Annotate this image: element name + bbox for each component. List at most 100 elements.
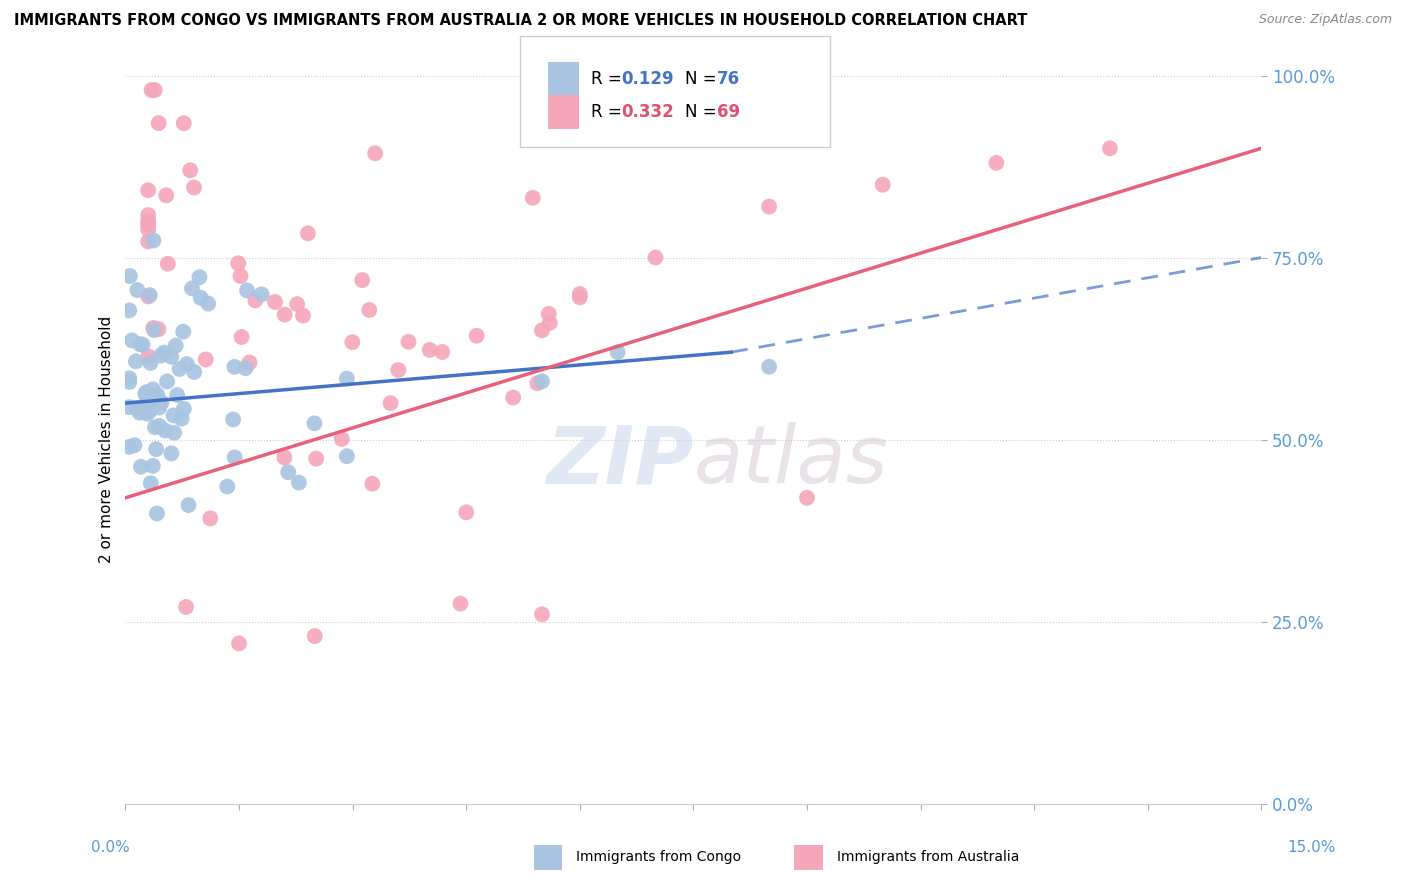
Point — [153, 424, 176, 438]
Point — [342, 335, 364, 350]
Point — [183, 180, 205, 194]
Point — [156, 375, 179, 389]
Point — [250, 287, 273, 301]
Point — [135, 385, 157, 400]
Point — [190, 291, 212, 305]
Point — [217, 479, 239, 493]
Point — [526, 376, 548, 391]
Text: Immigrants from Congo: Immigrants from Congo — [576, 850, 741, 864]
Point — [568, 287, 591, 301]
Point — [142, 458, 165, 473]
Point — [361, 476, 384, 491]
Point — [135, 401, 157, 416]
Point — [465, 328, 488, 343]
Point — [245, 293, 267, 308]
Point — [150, 395, 173, 409]
Point — [194, 352, 217, 367]
Point — [170, 411, 193, 425]
Point — [231, 330, 253, 344]
Point — [118, 375, 141, 389]
Point — [143, 83, 166, 97]
Point — [143, 420, 166, 434]
Point — [176, 357, 198, 371]
Point — [456, 505, 478, 519]
Point — [134, 386, 156, 401]
Point — [141, 390, 163, 404]
Point — [136, 235, 159, 249]
Point — [222, 412, 245, 426]
Point — [160, 446, 183, 460]
Point — [273, 450, 295, 465]
Text: Source: ZipAtlas.com: Source: ZipAtlas.com — [1258, 13, 1392, 27]
Point — [387, 363, 409, 377]
Point — [136, 183, 159, 197]
Text: R =: R = — [591, 70, 627, 88]
Point — [273, 308, 295, 322]
Point — [188, 270, 211, 285]
Point — [297, 227, 319, 241]
Point — [127, 283, 149, 297]
Point — [235, 361, 257, 376]
Point — [380, 396, 402, 410]
Point — [139, 356, 162, 370]
Text: 0.0%: 0.0% — [91, 839, 131, 855]
Point — [148, 401, 170, 415]
Point — [165, 339, 187, 353]
Text: 15.0%: 15.0% — [1288, 839, 1336, 855]
Text: ZIP: ZIP — [546, 423, 693, 500]
Point — [146, 388, 169, 402]
Point — [136, 218, 159, 232]
Point — [129, 459, 152, 474]
Point — [138, 404, 160, 418]
Point — [502, 391, 524, 405]
Point — [129, 337, 152, 351]
Point — [236, 284, 259, 298]
Point — [173, 116, 195, 130]
Point — [872, 178, 894, 192]
Point — [149, 349, 172, 363]
Point — [118, 371, 141, 385]
Point — [148, 116, 170, 130]
Point — [125, 354, 148, 368]
Point — [228, 636, 250, 650]
Point — [160, 350, 183, 364]
Point — [336, 371, 359, 385]
Point — [172, 325, 194, 339]
Point — [288, 475, 311, 490]
Point — [330, 432, 353, 446]
Text: Immigrants from Australia: Immigrants from Australia — [837, 850, 1019, 864]
Point — [644, 251, 666, 265]
Point — [224, 359, 246, 374]
Point — [530, 607, 553, 622]
Point — [305, 451, 328, 466]
Point — [758, 359, 780, 374]
Text: atlas: atlas — [693, 423, 889, 500]
Text: 0.332: 0.332 — [621, 103, 675, 121]
Point — [135, 394, 157, 409]
Point — [530, 374, 553, 388]
Point — [118, 268, 141, 283]
Text: 69: 69 — [717, 103, 740, 121]
Point — [538, 316, 561, 330]
Point — [155, 188, 177, 202]
Point — [166, 388, 188, 402]
Text: N =: N = — [685, 70, 721, 88]
Point — [986, 156, 1008, 170]
Point — [224, 450, 246, 465]
Point — [143, 323, 166, 337]
Point — [606, 345, 628, 359]
Point — [148, 322, 170, 336]
Point — [163, 425, 186, 440]
Point — [277, 465, 299, 479]
Point — [352, 273, 374, 287]
Point — [153, 345, 176, 359]
Y-axis label: 2 or more Vehicles in Household: 2 or more Vehicles in Household — [100, 316, 114, 563]
Point — [173, 401, 195, 416]
Point — [121, 334, 143, 348]
Text: 76: 76 — [717, 70, 740, 88]
Point — [145, 442, 167, 456]
Point — [136, 208, 159, 222]
Point — [398, 334, 420, 349]
Point — [156, 257, 179, 271]
Point — [136, 222, 159, 236]
